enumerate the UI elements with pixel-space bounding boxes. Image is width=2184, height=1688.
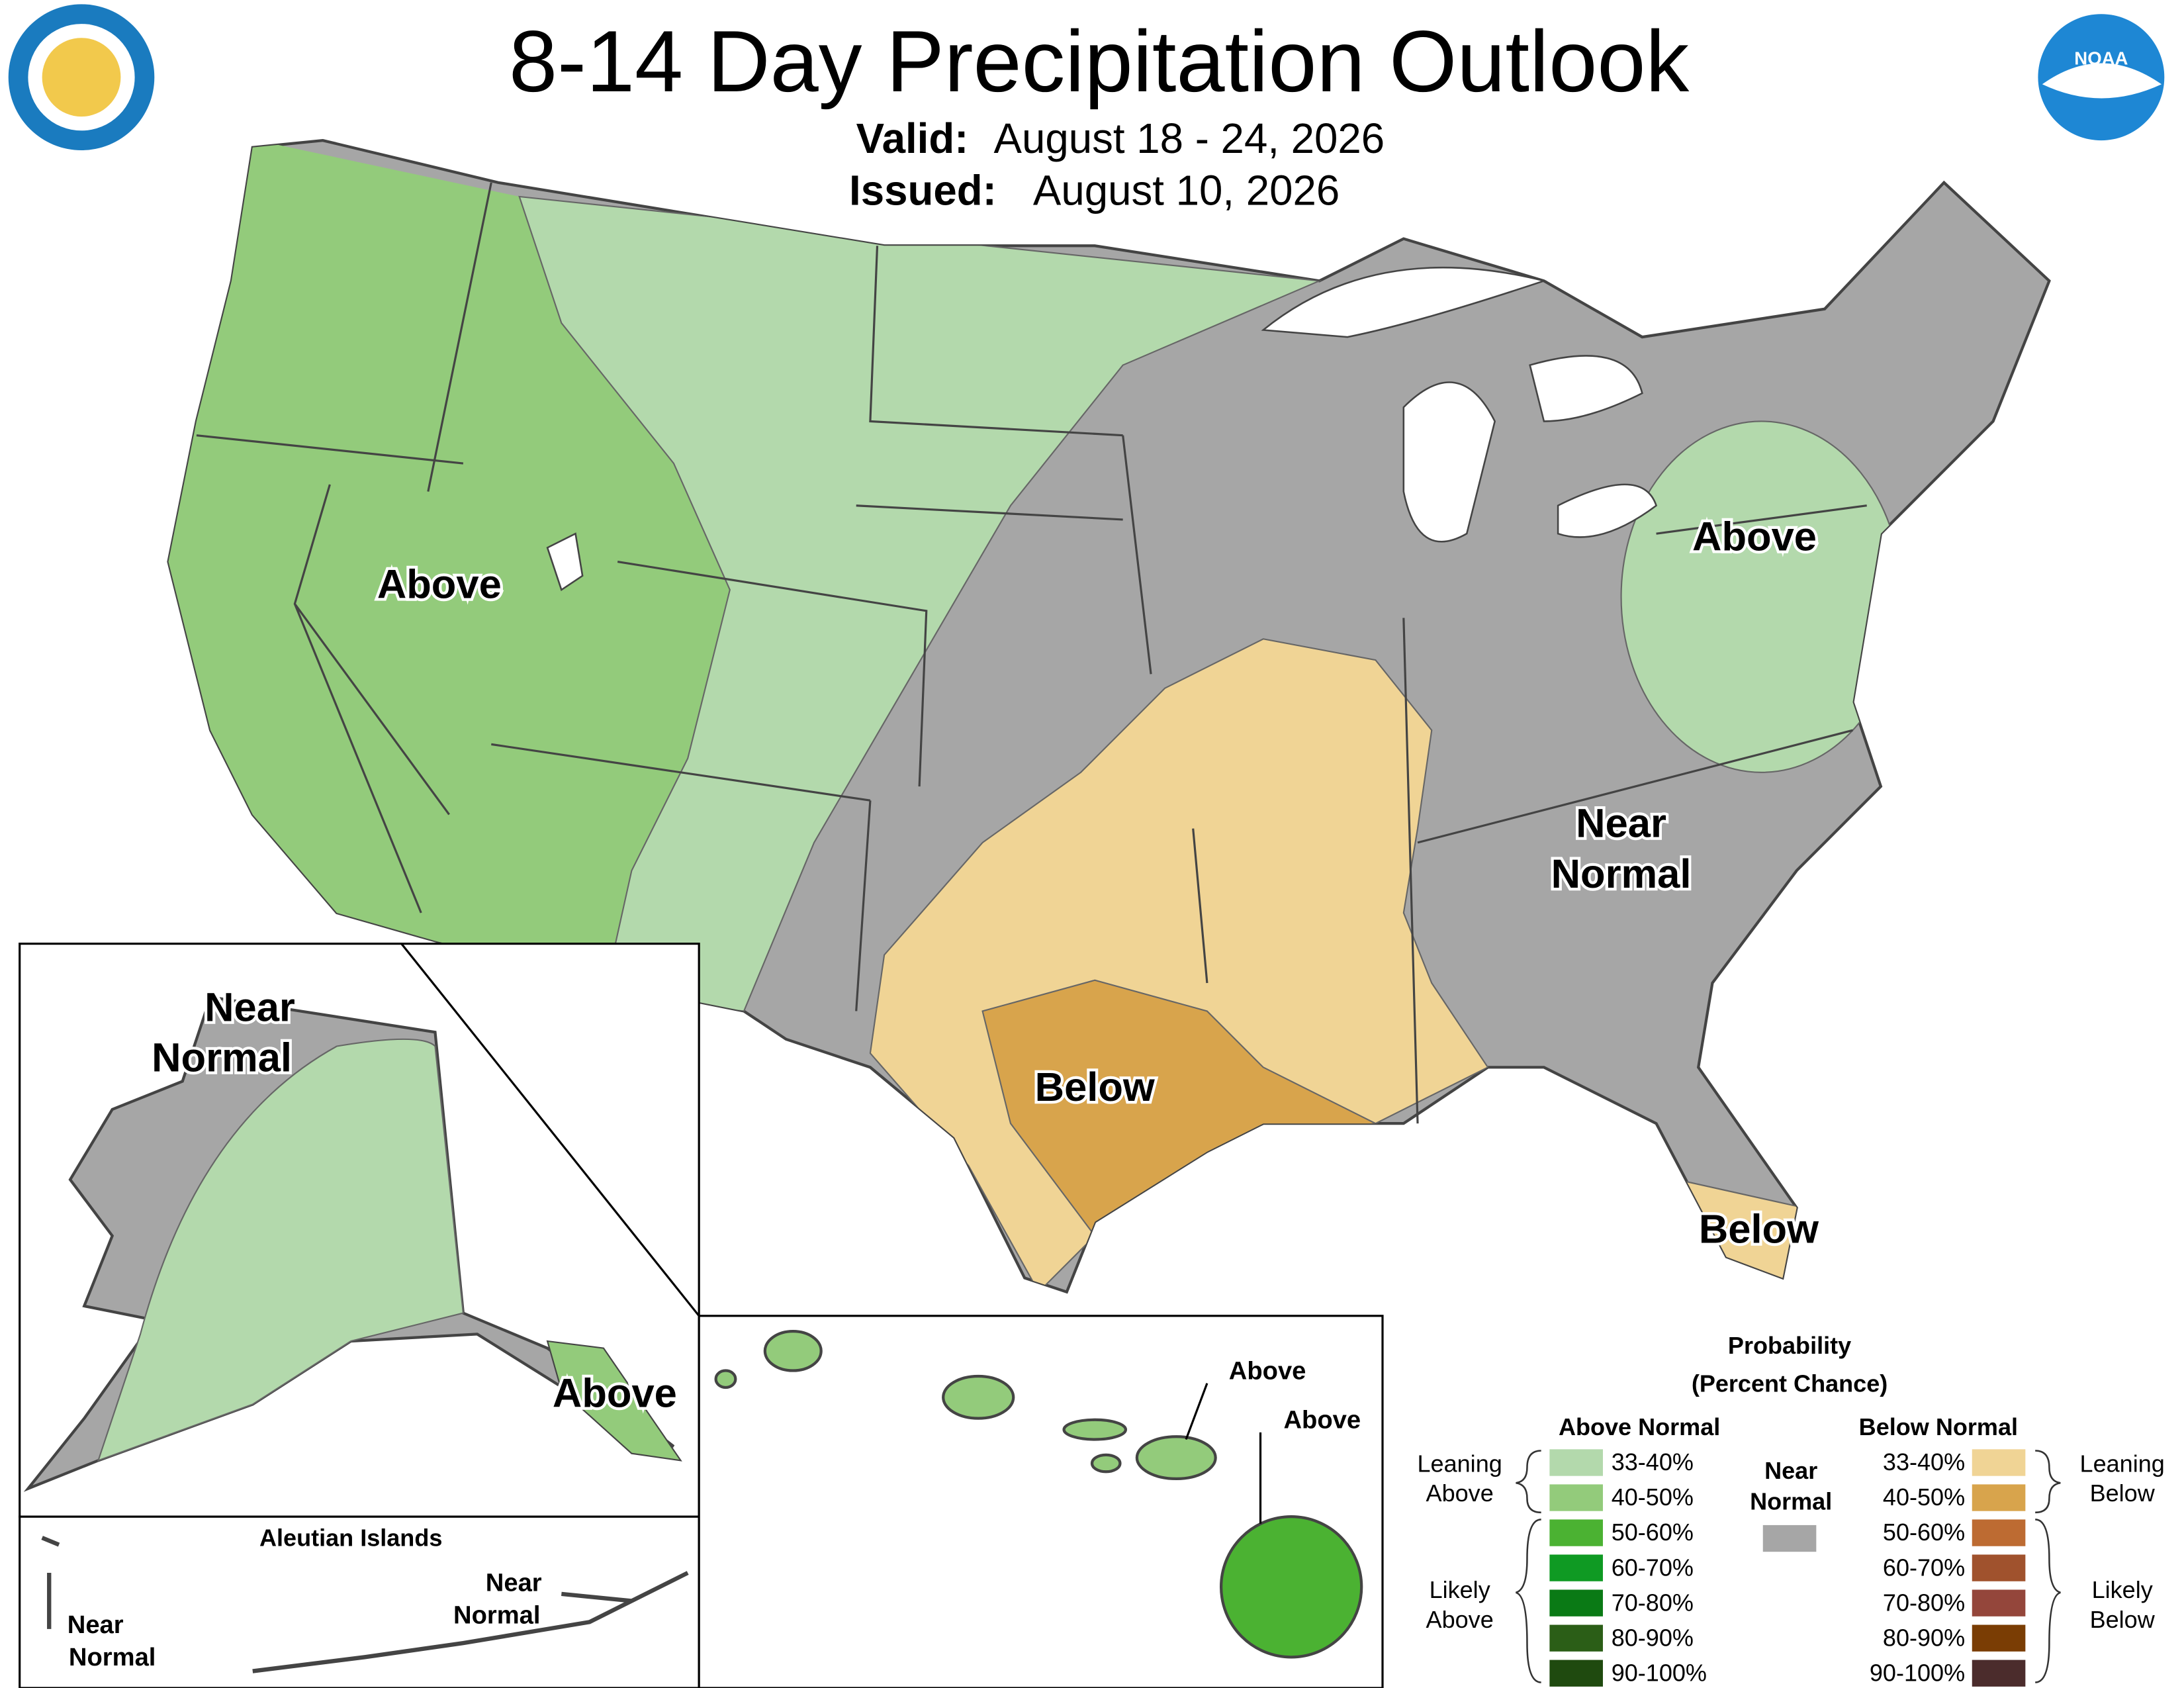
legend-heading: Normal [1750,1488,1832,1515]
legend-label: 40-50% [1883,1483,1965,1511]
legend-swatch [1972,1660,2026,1687]
island [942,1374,1015,1420]
aleutian-inset: Aleutian Islands Near Normal Near Normal [19,1515,700,1688]
bracket-label: Below [2090,1479,2156,1507]
legend-title: Probability [1728,1332,1851,1359]
map-label: Above [1692,514,1817,560]
above-40-50 [168,140,730,1011]
legend-swatch [1549,1484,1603,1511]
legend-label: 90-100% [1870,1659,1965,1686]
bracket [1516,1450,1541,1514]
map-label: Normal [152,1035,292,1081]
alaska-above-40-50 [546,1340,682,1462]
legend-swatch [1549,1589,1603,1617]
map-label: Near [68,1611,124,1639]
map-label: Near [1576,800,1666,846]
map-label: Normal [1551,851,1692,897]
bracket-label: Leaning [1418,1450,1502,1477]
legend-swatch [1972,1484,2026,1511]
legend-swatch [1972,1589,2026,1617]
legend-label: 33-40% [1612,1448,1694,1476]
legend-swatch [1549,1660,1603,1687]
map-label: Near [486,1569,542,1597]
legend-swatch [1972,1519,2026,1546]
bracket-label: Below [2090,1606,2156,1633]
legend-swatch [1549,1554,1603,1581]
island [1135,1435,1217,1481]
doc-logo [8,4,155,150]
map-label: Normal [69,1643,156,1671]
legend-label: 80-90% [1612,1624,1694,1651]
map-label: Below [1035,1064,1155,1110]
legend-label: 50-60% [1883,1519,1965,1546]
bracket-label: Above [1426,1479,1494,1507]
state-lines [196,182,1867,1124]
legend-label: 70-80% [1612,1589,1694,1616]
legend-swatch [1549,1624,1603,1652]
legend-label: 90-100% [1612,1659,1707,1686]
valid-date: August 18 - 24, 2026 [994,115,1385,162]
bracket-label: Likely [1430,1576,1490,1603]
bracket [1515,1519,1541,1683]
legend-swatch [1972,1624,2026,1652]
legend-swatch [1972,1554,2026,1581]
bracket-label: Leaning [2080,1450,2165,1477]
valid-label: Valid: [856,115,969,162]
hawaii-inset: Above Above [698,1315,1384,1688]
legend-subtitle: (Percent Chance) [1692,1370,1888,1397]
bracket-label: Above [1426,1606,1494,1633]
legend: Probability (Percent Chance) Above Norma… [1418,1332,2165,1687]
issued-label: Issued: [849,167,997,214]
alaska-above-33-40 [97,1038,465,1462]
island [763,1330,823,1372]
island [714,1369,737,1389]
legend-swatch [1972,1449,2026,1476]
alaska-inset: Near Normal Above [19,943,700,1518]
legend-label: 40-50% [1612,1483,1694,1511]
bracket [2035,1450,2061,1514]
bracket [2035,1519,2061,1683]
aleutian-title: Aleutian Islands [259,1524,442,1552]
legend-swatch [1549,1519,1603,1546]
below-40-50 [981,979,1379,1237]
legend-heading: Above Normal [1559,1413,1720,1440]
map-label: Normal [453,1601,540,1629]
noaa-text: NOAA [2074,48,2128,69]
legend-label: 33-40% [1883,1448,1965,1476]
near-swatch [1762,1524,1817,1552]
legend-heading: Below Normal [1859,1413,2018,1440]
legend-swatch [1549,1449,1603,1476]
legend-label: 50-60% [1612,1519,1694,1546]
legend-heading: Near [1764,1457,1817,1484]
issued-date: August 10, 2026 [1033,167,1340,214]
legend-label: 60-70% [1612,1554,1694,1581]
bracket-label: Likely [2092,1576,2153,1603]
map-label: Above [1283,1406,1361,1434]
legend-label: 80-90% [1883,1624,1965,1651]
island [1090,1453,1122,1474]
map-label: Near [205,984,295,1030]
great-lakes [546,266,1658,591]
title: 8-14 Day Precipitation Outlook [509,13,1689,110]
legend-label: 70-80% [1883,1589,1965,1616]
map-label: Above [553,1371,677,1417]
legend-label: 60-70% [1883,1554,1965,1581]
island [1219,1515,1363,1659]
noaa-logo: NOAA [2038,14,2165,141]
map-label: Above [1229,1356,1306,1385]
island [1062,1418,1128,1441]
map-label: Below [1699,1206,1819,1252]
map-label: Above [377,562,502,608]
